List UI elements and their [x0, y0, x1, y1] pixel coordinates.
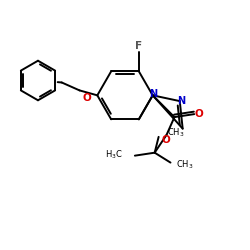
Text: CH$_3$: CH$_3$ — [176, 158, 194, 171]
Text: O: O — [195, 109, 203, 119]
Text: O: O — [161, 135, 170, 145]
Text: O: O — [82, 93, 91, 103]
Text: F: F — [135, 41, 142, 51]
Text: CH$_3$: CH$_3$ — [166, 127, 184, 139]
Text: H$_3$C: H$_3$C — [105, 148, 123, 161]
Text: N: N — [177, 96, 185, 106]
Text: N: N — [149, 89, 157, 99]
